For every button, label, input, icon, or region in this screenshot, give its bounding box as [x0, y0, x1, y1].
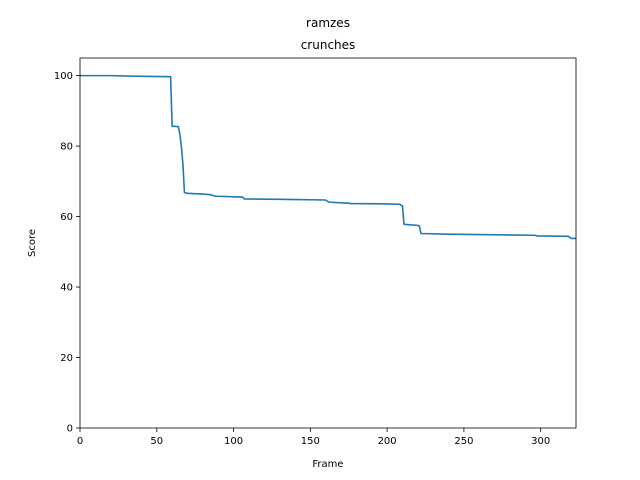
- x-tick-label: 100: [224, 436, 243, 447]
- y-tick-label: 80: [60, 142, 73, 153]
- x-tick-label: 250: [454, 436, 473, 447]
- y-axis-ticks: 0 20 40 60 80 100: [54, 71, 80, 435]
- x-tick-label: 0: [77, 436, 83, 447]
- y-tick-label: 20: [60, 353, 73, 364]
- y-tick-label: 100: [54, 71, 73, 82]
- y-tick-label: 0: [67, 424, 73, 435]
- chart-subtitle: crunches: [301, 38, 356, 52]
- chart-title: ramzes: [306, 16, 350, 30]
- x-tick-label: 300: [531, 436, 550, 447]
- x-axis-label: Frame: [312, 459, 343, 470]
- y-tick-label: 40: [60, 283, 73, 294]
- x-tick-label: 50: [150, 436, 163, 447]
- plot-area: [80, 74, 576, 240]
- x-tick-label: 200: [378, 436, 397, 447]
- x-tick-label: 150: [301, 436, 320, 447]
- plot-frame: [79, 57, 577, 429]
- x-axis-ticks: 0 50 100 150 200 250 300: [77, 428, 550, 447]
- series-line-0: [80, 74, 576, 240]
- y-tick-label: 60: [60, 212, 73, 223]
- y-axis-label: Score: [27, 229, 38, 257]
